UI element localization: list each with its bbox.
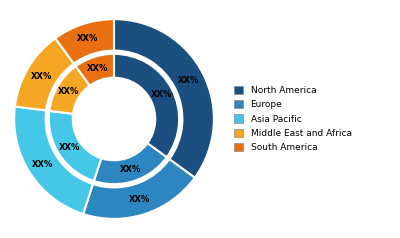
Wedge shape	[114, 54, 179, 157]
Wedge shape	[55, 19, 114, 64]
Wedge shape	[49, 111, 101, 181]
Wedge shape	[14, 106, 93, 214]
Wedge shape	[15, 38, 74, 110]
Wedge shape	[49, 66, 90, 114]
Text: XX%: XX%	[120, 165, 141, 174]
Wedge shape	[94, 143, 167, 184]
Text: XX%: XX%	[129, 194, 151, 203]
Text: XX%: XX%	[178, 76, 200, 85]
Text: XX%: XX%	[58, 143, 80, 152]
Text: XX%: XX%	[151, 90, 172, 99]
Text: XX%: XX%	[32, 160, 54, 169]
Legend: North America, Europe, Asia Pacific, Middle East and Africa, South America: North America, Europe, Asia Pacific, Mid…	[232, 84, 353, 154]
Wedge shape	[83, 159, 195, 219]
Text: XX%: XX%	[58, 87, 79, 96]
Wedge shape	[76, 54, 114, 86]
Text: XX%: XX%	[31, 72, 52, 81]
Text: XX%: XX%	[77, 35, 99, 44]
Text: XX%: XX%	[87, 64, 108, 73]
Wedge shape	[114, 19, 214, 178]
